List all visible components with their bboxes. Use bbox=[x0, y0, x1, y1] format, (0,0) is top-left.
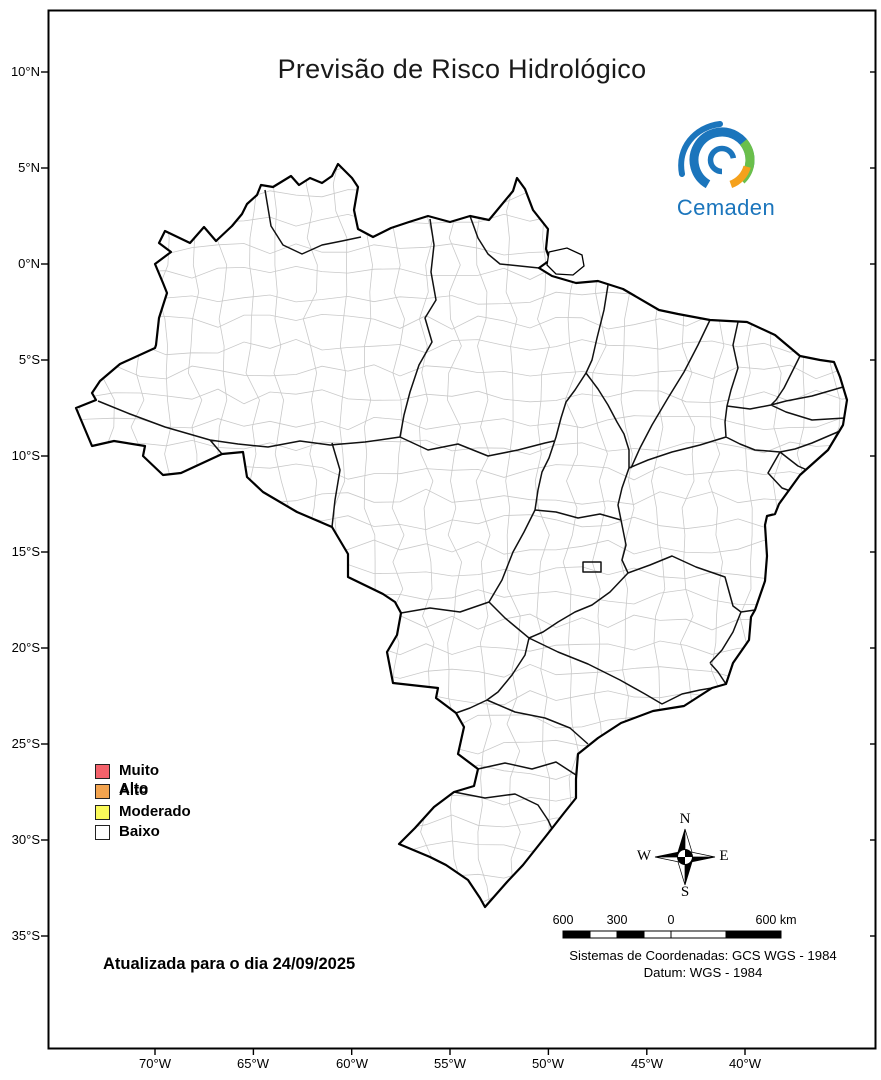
lat-label-35s: 35°S bbox=[11, 928, 40, 943]
coordinate-system-line1: Sistemas de Coordenadas: GCS WGS - 1984 bbox=[569, 948, 837, 963]
scale-bar bbox=[562, 930, 782, 939]
legend-label-baixo: Baixo bbox=[119, 823, 160, 840]
lat-label-5s: 5°S bbox=[18, 352, 40, 367]
lon-label-65w: 65°W bbox=[237, 1056, 269, 1071]
legend-label-moderado: Moderado bbox=[119, 803, 191, 820]
page-title: Previsão de Risco Hidrológico bbox=[277, 54, 647, 84]
lon-label-70w: 70°W bbox=[139, 1056, 171, 1071]
update-date-note: Atualizada para o dia 24/09/2025 bbox=[103, 955, 356, 973]
country-outline bbox=[74, 162, 849, 909]
legend-label-alto: Alto bbox=[119, 782, 149, 799]
lon-label-60w: 60°W bbox=[336, 1056, 368, 1071]
compass-south-label: S bbox=[680, 884, 690, 900]
lon-label-50w: 50°W bbox=[532, 1056, 564, 1071]
axis-ticks bbox=[41, 71, 876, 1055]
scale-label-0: 0 bbox=[667, 913, 675, 927]
marajo-island bbox=[546, 247, 585, 276]
legend-swatch-muito-alto bbox=[95, 764, 110, 779]
lon-label-45w: 45°W bbox=[631, 1056, 663, 1071]
legend-swatch-moderado bbox=[95, 805, 110, 820]
lat-label-15s: 15°S bbox=[11, 544, 40, 559]
lat-label-0n: 0°N bbox=[18, 256, 40, 271]
legend-swatch-baixo bbox=[95, 825, 110, 840]
cemaden-wordmark: Cemaden bbox=[676, 195, 776, 220]
compass-west-label: W bbox=[636, 848, 652, 864]
compass-east-label: E bbox=[719, 848, 729, 864]
coordinate-system-line2: Datum: WGS - 1984 bbox=[643, 964, 763, 980]
scale-label-600-km: 600 km bbox=[755, 913, 797, 927]
lon-label-55w: 55°W bbox=[434, 1056, 466, 1071]
lat-label-5n: 5°N bbox=[18, 160, 40, 175]
lat-label-10n: 10°N bbox=[10, 64, 40, 79]
legend-label-muito-alto: Muito Alto bbox=[119, 762, 159, 797]
country-silhouette bbox=[76, 164, 847, 907]
lat-label-30s: 30°S bbox=[11, 832, 40, 847]
lat-label-25s: 25°S bbox=[11, 736, 40, 751]
map-frame bbox=[47, 9, 877, 1050]
lat-label-10s: 10°S bbox=[11, 448, 40, 463]
lon-label-40w: 40°W bbox=[729, 1056, 761, 1071]
lat-label-20s: 20°S bbox=[11, 640, 40, 655]
compass-rose bbox=[654, 828, 716, 886]
compass-north-label: N bbox=[679, 811, 691, 827]
state-borders bbox=[97, 189, 846, 834]
legend-swatch-alto bbox=[95, 784, 110, 799]
coordinate-system-note: Sistemas de Coordenadas: GCS WGS - 1984 … bbox=[520, 948, 881, 981]
scale-label-600-left: 600 bbox=[552, 913, 574, 927]
cemaden-logo-icon bbox=[678, 121, 755, 193]
brazil-map bbox=[74, 162, 849, 909]
scale-label-300: 300 bbox=[606, 913, 628, 927]
